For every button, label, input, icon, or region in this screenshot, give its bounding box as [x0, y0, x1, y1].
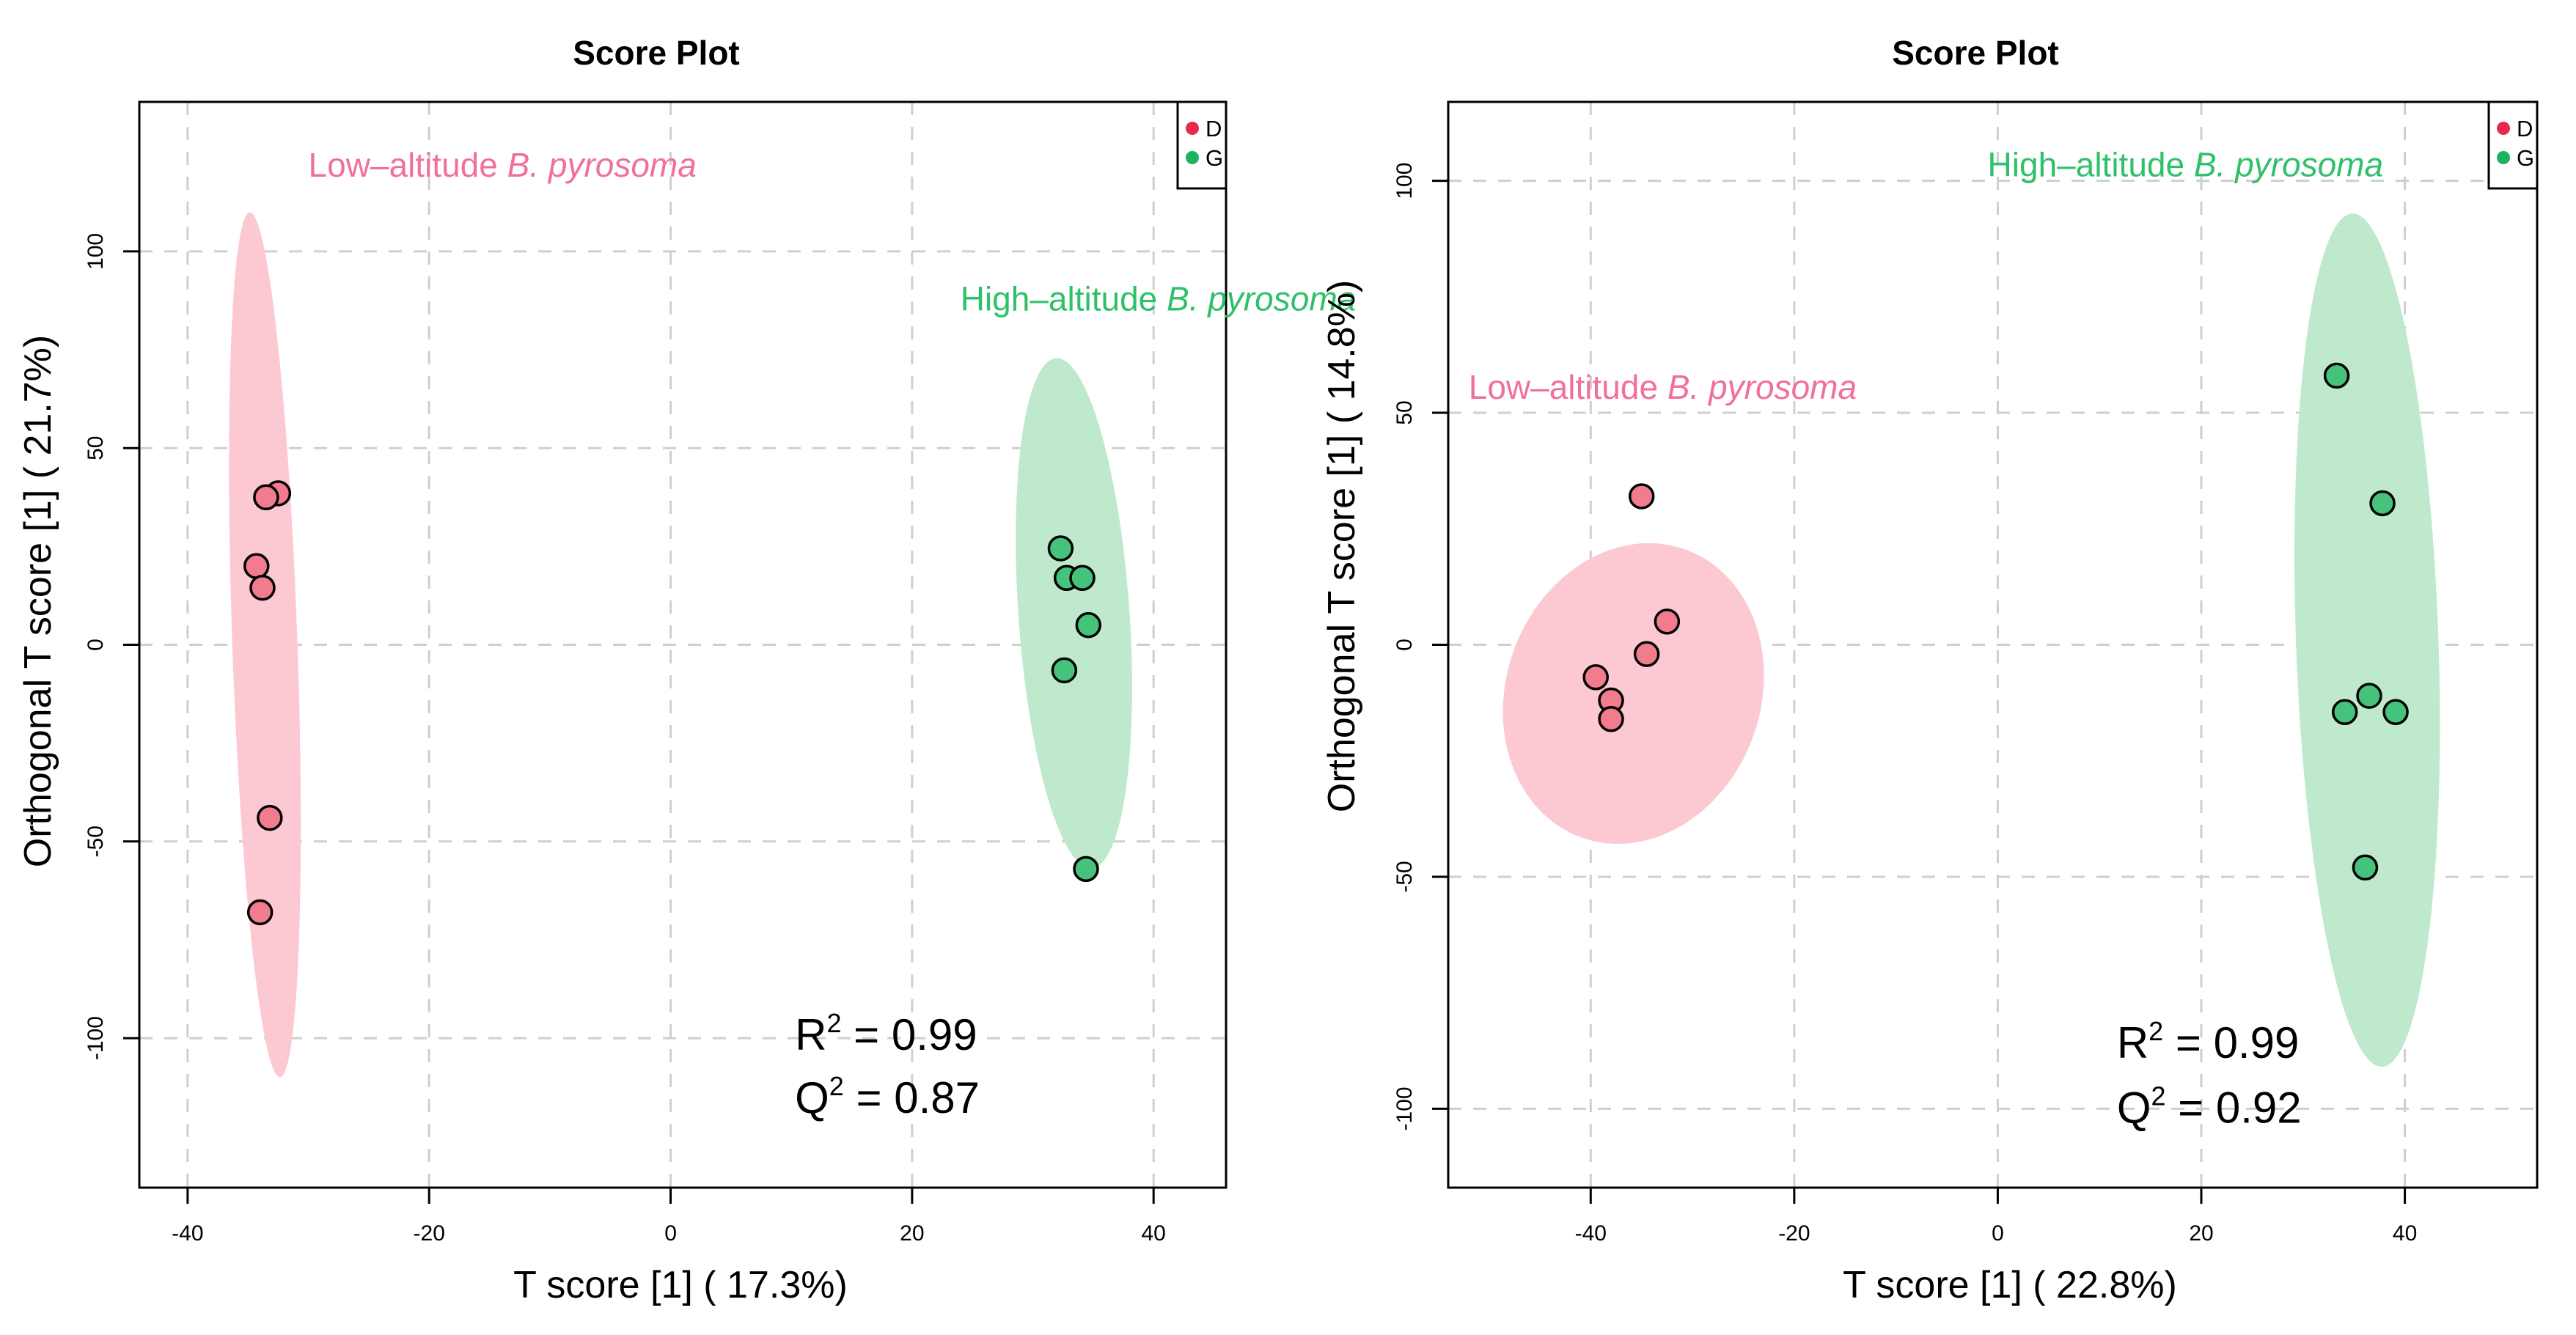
chart1-ytick-label: -100: [84, 1016, 108, 1060]
chart1-title: Score Plot: [573, 34, 740, 72]
chart2-high-group-species: B. pyrosoma: [2194, 145, 2383, 183]
chart2-point-d: [1628, 483, 1655, 510]
chart1-ellipse-d: [229, 212, 301, 1078]
chart1-xtick-label: -20: [414, 1221, 445, 1246]
chart1-high-group-label: High–altitude B. pyrosoma: [961, 279, 1357, 317]
chart1-legend-box: [1176, 100, 1228, 190]
chart1-point-d: [249, 574, 276, 601]
chart2-xtick-label: -40: [1575, 1221, 1607, 1246]
chart2-ytick-label: 50: [1392, 400, 1417, 424]
chart1-y-axis-label: Orthogonal T score [1] ( 21.7%): [17, 335, 59, 867]
chart1-high-group-prefix: High–altitude: [961, 279, 1167, 317]
chart2-legend-box: [2487, 100, 2539, 190]
chart2-r2-value: = 0.99: [2163, 1018, 2299, 1067]
chart1-low-group-label: Low–altitude B. pyrosoma: [309, 146, 697, 184]
chart1-point-d: [257, 804, 283, 831]
chart1-point-d: [246, 899, 274, 926]
chart2-ytick-label: -50: [1392, 861, 1417, 892]
chart1-legend: DG: [1176, 100, 1228, 190]
chart1-q2-stat: Q2 = 0.87: [795, 1071, 980, 1122]
chart1-q2-sup: 2: [829, 1071, 844, 1101]
chart1-xtick-label: -40: [172, 1221, 203, 1246]
chart1-legend-label-d: D: [1206, 116, 1222, 141]
chart1-point-g: [1069, 564, 1096, 592]
chart1-point-g: [1073, 856, 1099, 883]
chart1-point-g: [1051, 657, 1078, 684]
chart2-q2-sup: 2: [2151, 1081, 2165, 1111]
chart1-r2-symbol: R: [795, 1010, 826, 1059]
chart2-q2-symbol: Q: [2117, 1083, 2151, 1132]
chart1-point-d: [253, 484, 279, 511]
chart1-q2-value: = 0.87: [844, 1073, 980, 1122]
chart1-low-group-species: B. pyrosoma: [507, 146, 697, 184]
chart2-q2-value: = 0.92: [2166, 1083, 2302, 1132]
chart2-legend-label-d: D: [2517, 116, 2533, 141]
chart2-y-axis-label: Orthogonal T score [1] ( 14.8%): [1321, 280, 1363, 812]
chart1-ellipse-g: [1016, 358, 1132, 869]
chart2-point-g: [2369, 490, 2396, 517]
chart2-low-group-species: B. pyrosoma: [1667, 368, 1857, 406]
chart2-x-axis-label: T score [1] ( 22.8%): [1843, 1264, 2177, 1306]
chart1-r2-sup: 2: [826, 1008, 841, 1038]
chart2-r2-stat: R2 = 0.99: [2117, 1016, 2300, 1067]
chart1-point-d: [243, 553, 270, 579]
chart2-high-group-label: High–altitude B. pyrosoma: [1988, 145, 2384, 183]
chart2-point-g: [2382, 699, 2409, 726]
chart1-ytick-label: -50: [84, 825, 108, 857]
chart2-point-g: [2323, 362, 2350, 389]
chart1-point-g: [1075, 611, 1102, 639]
chart1-high-group-species: B. pyrosoma: [1167, 279, 1356, 317]
chart2-ellipse-g: [2294, 213, 2440, 1067]
chart1-legend-marker-d: [1186, 122, 1199, 135]
chart2-xtick-label: 40: [2393, 1221, 2417, 1246]
chart1-r2-stat: R2 = 0.99: [795, 1008, 977, 1059]
chart1-ytick-label: 0: [84, 639, 108, 651]
chart2-high-group-prefix: High–altitude: [1988, 145, 2194, 183]
chart2-xtick-label: 20: [2189, 1221, 2213, 1246]
chart2-q2-stat: Q2 = 0.92: [2117, 1081, 2302, 1132]
chart2-r2-sup: 2: [2148, 1016, 2163, 1046]
chart1-legend-label-g: G: [1206, 145, 1223, 171]
chart2-low-group-prefix: Low–altitude: [1469, 368, 1667, 406]
chart2-point-g: [2356, 683, 2382, 709]
chart2-legend-marker-d: [2497, 122, 2510, 135]
chart2-panel: -40 -20 0 20 40 -100 -50 0 50 100 Score Plot T scor…: [1321, 34, 2539, 1306]
chart2-point-d: [1598, 706, 1624, 732]
chart1-r2-value: = 0.99: [842, 1010, 977, 1059]
chart2-ellipse-d: [1502, 543, 1764, 844]
chart1-legend-marker-g: [1186, 151, 1199, 164]
chart2-legend-label-g: G: [2517, 145, 2534, 171]
chart2-ytick-label: 0: [1392, 639, 1417, 651]
chart2-point-g: [2352, 854, 2379, 881]
chart1-xtick-label: 0: [664, 1221, 677, 1246]
chart1-q2-symbol: Q: [795, 1073, 829, 1122]
chart1-panel: -40 -20 0 20 40 -100 -50 0 50 100 Score Plot T scor…: [17, 34, 1356, 1306]
chart1-ytick-label: 100: [84, 233, 108, 270]
chart2-legend: DG: [2487, 100, 2539, 190]
chart2-ytick-label: -100: [1392, 1086, 1417, 1130]
chart2-low-group-label: Low–altitude B. pyrosoma: [1469, 368, 1857, 406]
chart2-title: Score Plot: [1892, 34, 2059, 72]
chart2-point-d: [1582, 664, 1609, 691]
chart1-ytick-label: 50: [84, 436, 108, 460]
chart1-xtick-label: 40: [1142, 1221, 1166, 1246]
chart2-r2-symbol: R: [2117, 1018, 2148, 1067]
chart2-point-d: [1654, 608, 1681, 635]
chart2-legend-marker-g: [2497, 151, 2510, 164]
chart2-xtick-label: 0: [1992, 1221, 2004, 1246]
chart1-point-g: [1047, 535, 1074, 562]
chart1-low-group-prefix: Low–altitude: [309, 146, 507, 184]
chart2-point-d: [1633, 641, 1660, 667]
chart1-x-axis-label: T score [1] ( 17.3%): [513, 1264, 848, 1306]
chart2-point-g: [2331, 699, 2358, 726]
chart1-xtick-label: 20: [900, 1221, 924, 1246]
chart2-xtick-label: -20: [1778, 1221, 1810, 1246]
chart2-ytick-label: 100: [1392, 163, 1417, 199]
